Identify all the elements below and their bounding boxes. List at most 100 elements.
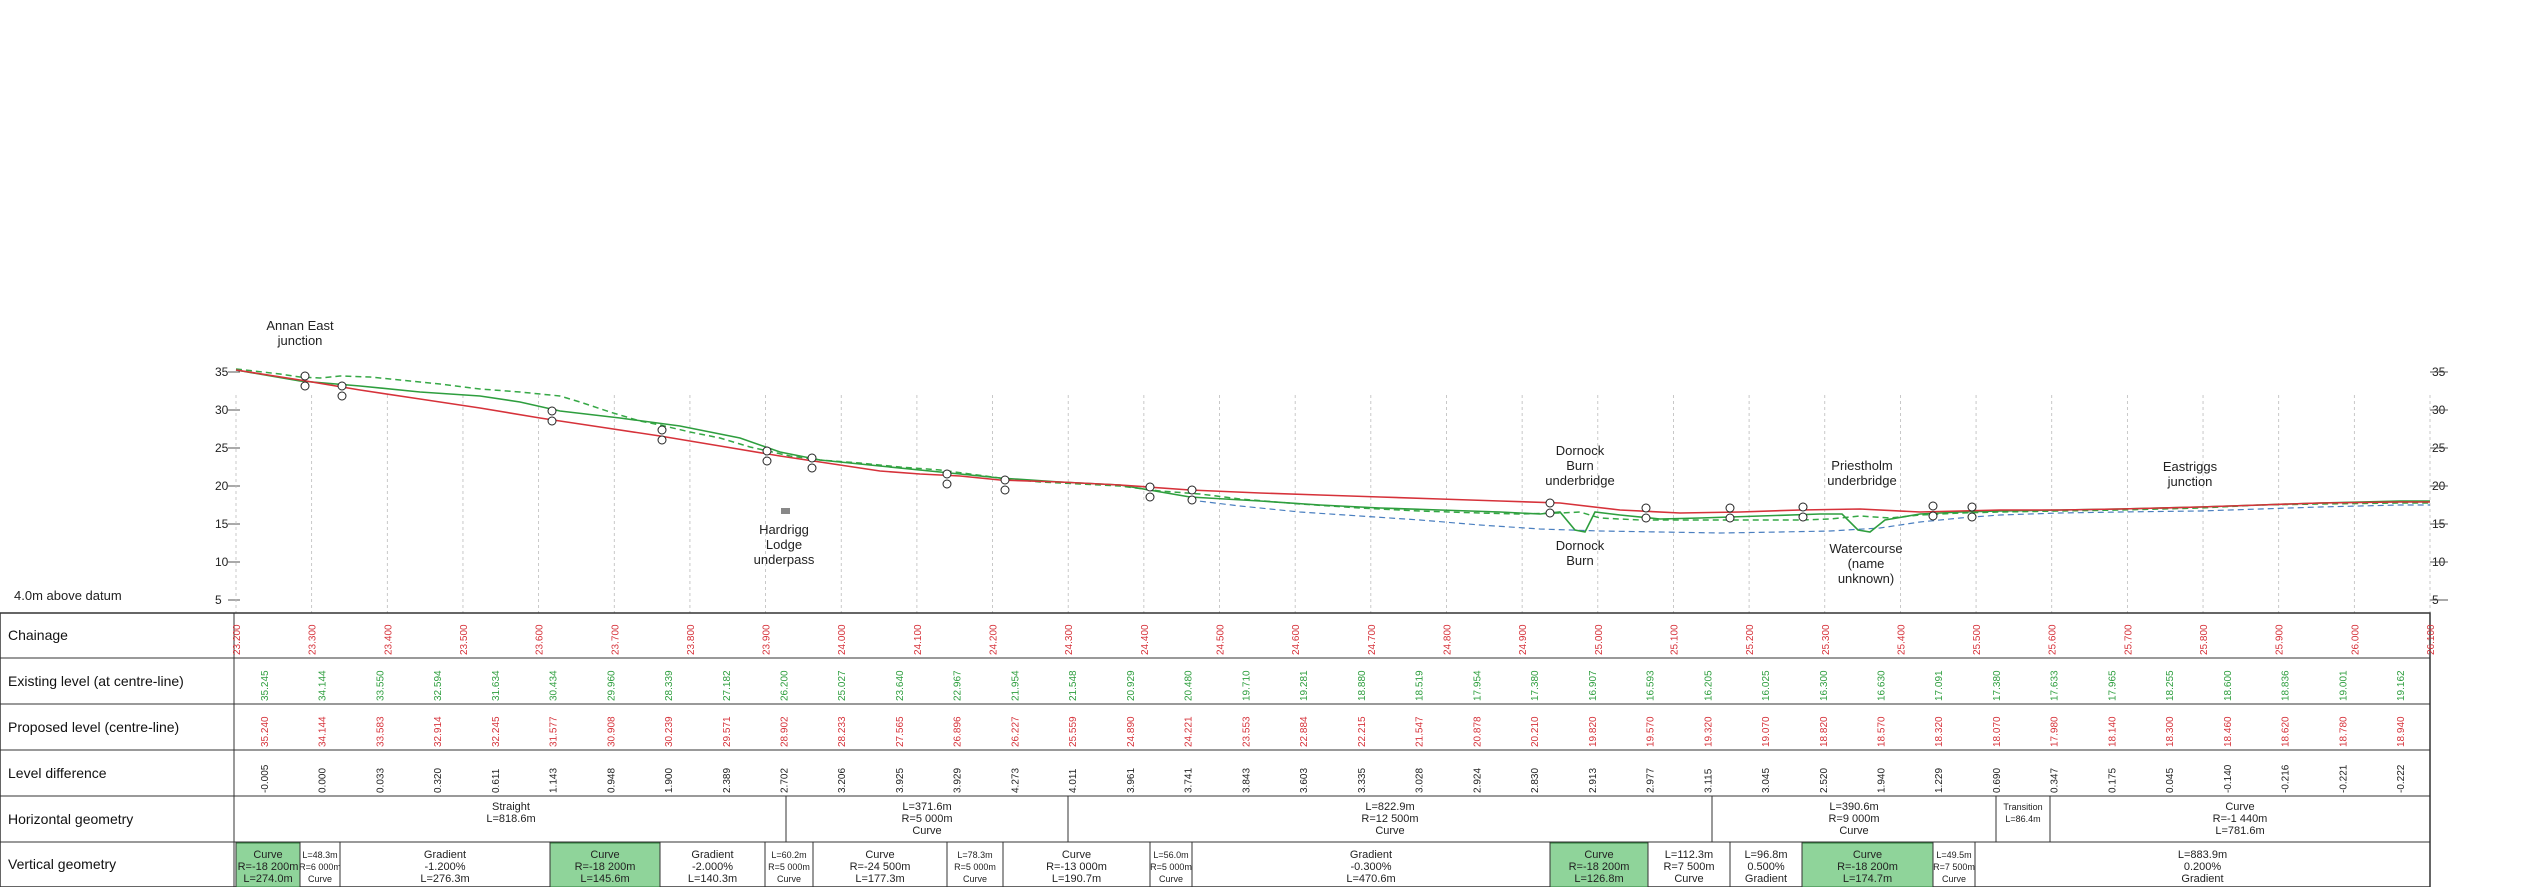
geometry-marker-circle bbox=[1000, 475, 1010, 485]
level-difference-value: -0.216 bbox=[2281, 764, 2292, 793]
proposed-level-value: 18.620 bbox=[2281, 716, 2292, 747]
proposed-level-value: 17.980 bbox=[2050, 716, 2061, 747]
existing-level-value: 17.380 bbox=[1530, 670, 1541, 701]
level-difference-value: 2.913 bbox=[1588, 768, 1599, 793]
level-difference-value: 3.843 bbox=[1241, 768, 1252, 793]
existing-level-value: 32.594 bbox=[433, 670, 444, 701]
proposed-level-value: 26.227 bbox=[1010, 716, 1021, 747]
proposed-level-value: 26.896 bbox=[953, 716, 964, 747]
level-difference-value: 2.520 bbox=[1819, 768, 1830, 793]
proposed-level-value: 22.884 bbox=[1299, 716, 1310, 747]
chainage-label: 24.400 bbox=[1140, 624, 1151, 655]
vgeo-text: L=78.3m bbox=[957, 850, 992, 860]
level-difference-value: 3.206 bbox=[837, 768, 848, 793]
datum-label: 4.0m above datum bbox=[14, 588, 122, 603]
geometry-marker-circle bbox=[1725, 503, 1735, 513]
level-difference-value: 4.011 bbox=[1068, 768, 1079, 793]
hgeo-text: Transition bbox=[2003, 802, 2042, 812]
proposed-level-value: 19.820 bbox=[1588, 716, 1599, 747]
vgeo-text: Curve bbox=[590, 849, 619, 861]
proposed-level-value: 31.577 bbox=[549, 716, 560, 747]
hgeo-text: Curve bbox=[1375, 825, 1404, 837]
existing-level-value: 16.205 bbox=[1703, 670, 1714, 701]
level-difference-value: -0.222 bbox=[2396, 764, 2407, 793]
level-difference-value: 0.611 bbox=[491, 768, 502, 793]
level-difference-value: 3.335 bbox=[1357, 768, 1368, 793]
proposed-level-value: 19.320 bbox=[1703, 716, 1714, 747]
vgeo-curve-fill bbox=[235, 842, 301, 887]
vgeo-text: L=274.0m bbox=[243, 873, 292, 885]
existing-level-value: 22.967 bbox=[953, 670, 964, 701]
existing-level-value: 20.480 bbox=[1184, 670, 1195, 701]
existing-level-line bbox=[235, 369, 2430, 533]
existing-level-value: 17.954 bbox=[1472, 670, 1483, 701]
chainage-label: 25.500 bbox=[1972, 624, 1983, 655]
geometry-marker-circle bbox=[1967, 502, 1977, 512]
vgeo-text: L=56.0m bbox=[1153, 850, 1188, 860]
chainage-label: 24.300 bbox=[1064, 624, 1075, 655]
chainage-label: 24.100 bbox=[913, 624, 924, 655]
level-difference-value: 0.347 bbox=[2050, 768, 2061, 793]
vgeo-text: -0.300% bbox=[1351, 861, 1392, 873]
existing-level-value: 19.162 bbox=[2396, 670, 2407, 701]
chainage-label: 26.100 bbox=[2426, 624, 2437, 655]
geometry-marker-circle bbox=[1641, 513, 1651, 523]
level-difference-value: 0.690 bbox=[1992, 768, 2003, 793]
existing-level-value: 17.380 bbox=[1992, 670, 2003, 701]
vgeo-text: Gradient bbox=[691, 849, 733, 861]
level-difference-value: 0.033 bbox=[375, 768, 386, 793]
chainage-label: 24.200 bbox=[989, 624, 1000, 655]
proposed-level-value: 34.144 bbox=[318, 716, 329, 747]
geometry-marker-circle bbox=[657, 425, 667, 435]
existing-level-value: 35.245 bbox=[260, 670, 271, 701]
geometry-marker-circle bbox=[942, 479, 952, 489]
level-difference-value: 1.229 bbox=[1934, 768, 1945, 793]
geometry-marker-circle bbox=[337, 381, 347, 391]
geometry-marker-circle bbox=[1798, 512, 1808, 522]
geometry-marker-circle bbox=[1000, 485, 1010, 495]
existing-level-value: 34.144 bbox=[318, 670, 329, 701]
level-difference-value: 0.320 bbox=[433, 768, 444, 793]
existing-level-value: 17.633 bbox=[2050, 670, 2061, 701]
vgeo-text: Curve bbox=[1062, 849, 1091, 861]
existing-level-value: 16.630 bbox=[1877, 670, 1888, 701]
chainage-label: 25.400 bbox=[1896, 624, 1907, 655]
proposed-level-value: 32.914 bbox=[433, 716, 444, 747]
hgeo-text: R=9 000m bbox=[1828, 813, 1879, 825]
chainage-label: 23.200 bbox=[232, 624, 243, 655]
geometry-marker-circle bbox=[942, 469, 952, 479]
chainage-label: 25.700 bbox=[2123, 624, 2134, 655]
hgeo-text: Curve bbox=[1839, 825, 1868, 837]
vgeo-text: R=5 000m bbox=[768, 862, 810, 872]
chainage-label: 23.900 bbox=[762, 624, 773, 655]
geometry-marker-circle bbox=[1145, 482, 1155, 492]
vgeo-text: Curve bbox=[308, 874, 332, 884]
hgeo-text: Curve bbox=[2225, 801, 2254, 813]
vgeo-text: L=49.5m bbox=[1936, 850, 1971, 860]
hgeo-text: L=822.9m bbox=[1365, 801, 1414, 813]
vgeo-text: Curve bbox=[777, 874, 801, 884]
level-difference-value: 0.045 bbox=[2165, 768, 2176, 793]
vgeo-text: Curve bbox=[1159, 874, 1183, 884]
chainage-label: 23.700 bbox=[610, 624, 621, 655]
geometry-marker-circle bbox=[1187, 495, 1197, 505]
chainage-label: 25.600 bbox=[2048, 624, 2059, 655]
proposed-level-value: 25.559 bbox=[1068, 716, 1079, 747]
vgeo-text: R=7 500m bbox=[1663, 861, 1714, 873]
vgeo-text: L=276.3m bbox=[420, 873, 469, 885]
vgeo-text: R=5 000m bbox=[1150, 862, 1192, 872]
chainage-label: 23.600 bbox=[535, 624, 546, 655]
hgeo-text: L=781.6m bbox=[2215, 825, 2264, 837]
vgeo-text: L=174.7m bbox=[1843, 873, 1892, 885]
proposed-level-value: 18.070 bbox=[1992, 716, 2003, 747]
vgeo-text: R=-13 000m bbox=[1046, 861, 1107, 873]
existing-level-value: 18.519 bbox=[1415, 670, 1426, 701]
vgeo-curve-fill bbox=[1549, 842, 1649, 887]
row-label-existing: Existing level (at centre-line) bbox=[8, 673, 184, 689]
level-difference-value: 1.900 bbox=[664, 768, 675, 793]
left-tick-30: 30 bbox=[215, 403, 229, 417]
level-difference-value: 0.000 bbox=[318, 768, 329, 793]
level-difference-value: 3.115 bbox=[1703, 768, 1714, 793]
hgeo-text: R=-1 440m bbox=[2213, 813, 2268, 825]
